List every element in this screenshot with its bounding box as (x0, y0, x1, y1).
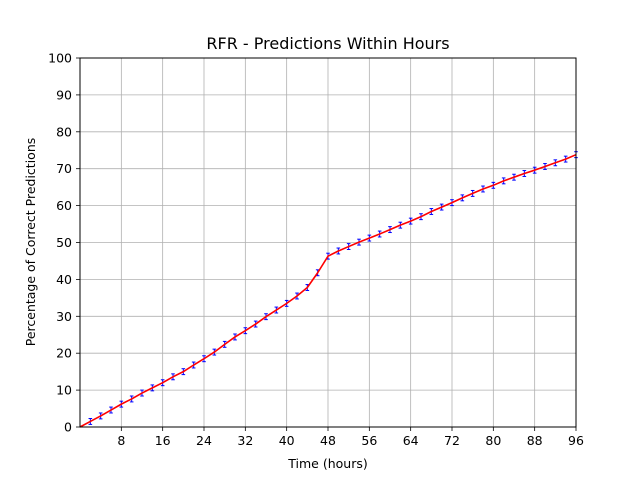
y-tick-label: 100 (48, 51, 72, 66)
y-tick-label: 20 (56, 346, 72, 361)
x-tick-label: 88 (527, 433, 543, 448)
y-axis-label: Percentage of Correct Predictions (23, 138, 38, 347)
y-tick-label: 60 (56, 198, 72, 213)
y-tick-label: 70 (56, 161, 72, 176)
y-tick-label: 50 (56, 235, 72, 250)
y-tick-label: 90 (56, 87, 72, 102)
y-tick-label: 10 (56, 383, 72, 398)
x-tick-label: 80 (485, 433, 501, 448)
x-tick-label: 96 (568, 433, 584, 448)
x-tick-label: 64 (403, 433, 419, 448)
y-axis-ticks: 0 10 20 30 40 50 60 70 80 90 100 (48, 51, 80, 435)
x-tick-label: 56 (361, 433, 377, 448)
y-tick-label: 80 (56, 124, 72, 139)
y-tick-label: 30 (56, 309, 72, 324)
series (79, 151, 578, 428)
x-tick-label: 16 (155, 433, 171, 448)
x-tick-label: 32 (237, 433, 253, 448)
x-tick-label: 48 (320, 433, 336, 448)
x-tick-label: 8 (117, 433, 125, 448)
x-tick-label: 40 (279, 433, 295, 448)
chart-title: RFR - Predictions Within Hours (206, 34, 449, 53)
y-tick-label: 0 (64, 420, 72, 435)
series-line (79, 153, 577, 428)
x-tick-label: 72 (444, 433, 460, 448)
y-tick-label: 40 (56, 272, 72, 287)
x-axis-ticks: 8 16 24 32 40 48 56 64 72 80 88 96 (117, 427, 584, 448)
grid (80, 57, 577, 428)
x-axis-label: Time (hours) (287, 456, 367, 471)
x-tick-label: 24 (196, 433, 212, 448)
